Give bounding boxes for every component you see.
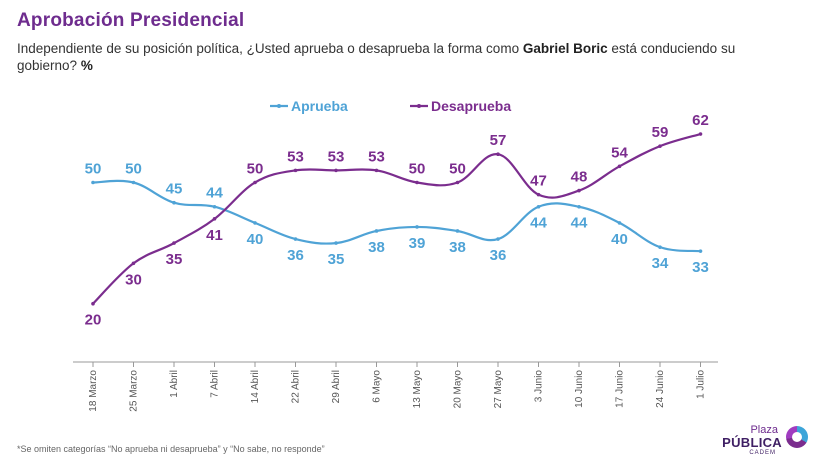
series-line-aprueba bbox=[92, 179, 701, 253]
data-label-aprueba: 50 bbox=[125, 161, 142, 178]
data-point-aprueba bbox=[617, 221, 622, 225]
data-point-aprueba bbox=[334, 241, 338, 245]
data-label-aprueba: 40 bbox=[611, 231, 628, 248]
logo-text-publica: PÚBLICA bbox=[722, 435, 782, 450]
data-point-aprueba bbox=[172, 200, 176, 205]
series-line-desaprueba bbox=[92, 132, 701, 305]
data-point-desaprueba bbox=[334, 168, 338, 173]
legend-label-aprueba: Aprueba bbox=[291, 98, 348, 114]
x-tick-label: 17 Junio bbox=[615, 370, 626, 408]
data-point-desaprueba bbox=[536, 192, 541, 197]
x-tick-label: 25 Marzo bbox=[129, 370, 140, 412]
legend-label-desaprueba: Desaprueba bbox=[431, 98, 511, 114]
data-point-desaprueba bbox=[496, 152, 500, 157]
data-point-desaprueba bbox=[415, 180, 419, 185]
subtitle-question-end: está conduciendo su gobierno? bbox=[17, 41, 736, 73]
legend-marker-aprueba bbox=[277, 104, 281, 108]
data-label-aprueba: 38 bbox=[368, 239, 385, 256]
data-label-aprueba: 44 bbox=[530, 215, 547, 232]
data-point-aprueba bbox=[374, 229, 379, 233]
data-label-desaprueba: 50 bbox=[409, 161, 426, 178]
data-label-desaprueba: 54 bbox=[611, 144, 628, 161]
data-label-desaprueba: 53 bbox=[287, 148, 304, 165]
approval-line-chart: 18 Marzo 25 Marzo 1 Abril 7 Abril 14 Abril 22… bbox=[73, 98, 718, 412]
data-label-aprueba: 44 bbox=[206, 185, 223, 202]
x-tick-label: 29 Abril bbox=[331, 370, 342, 403]
data-label-aprueba: 35 bbox=[328, 251, 345, 268]
data-label-aprueba: 40 bbox=[247, 231, 264, 248]
data-point-desaprueba bbox=[698, 132, 703, 136]
data-label-aprueba: 38 bbox=[449, 239, 466, 256]
data-label-desaprueba: 20 bbox=[85, 312, 102, 329]
data-label-aprueba: 39 bbox=[409, 235, 426, 252]
data-point-desaprueba bbox=[212, 217, 217, 221]
x-tick-label: 3 Junio bbox=[534, 370, 545, 403]
x-tick-label: 24 Junio bbox=[655, 370, 666, 408]
data-label-aprueba: 34 bbox=[652, 255, 669, 272]
legend-marker-desaprueba bbox=[417, 104, 421, 108]
data-label-desaprueba: 57 bbox=[490, 132, 507, 149]
data-point-aprueba bbox=[293, 237, 298, 241]
data-label-desaprueba: 53 bbox=[368, 148, 385, 165]
data-label-desaprueba: 47 bbox=[530, 173, 547, 190]
x-tick-label: 20 Mayo bbox=[453, 370, 464, 409]
subtitle-president-name: Gabriel Boric bbox=[522, 41, 608, 56]
data-point-desaprueba bbox=[455, 180, 460, 185]
data-label-desaprueba: 48 bbox=[571, 169, 588, 186]
data-point-aprueba bbox=[577, 204, 581, 209]
x-tick-label: 22 Abril bbox=[291, 370, 302, 403]
data-point-desaprueba bbox=[577, 188, 581, 193]
x-tick-label: 7 Abril bbox=[210, 370, 221, 398]
x-tick-label: 14 Abril bbox=[250, 370, 261, 403]
chart-subtitle: Independiente de su posición política, ¿… bbox=[17, 40, 797, 74]
data-point-desaprueba bbox=[131, 261, 136, 266]
data-point-desaprueba bbox=[658, 144, 662, 148]
page-title: Aprobación Presidencial bbox=[17, 10, 245, 31]
data-point-aprueba bbox=[496, 237, 500, 241]
x-tick-label: 10 Junio bbox=[574, 370, 585, 408]
data-point-aprueba bbox=[131, 180, 136, 185]
data-label-desaprueba: 30 bbox=[125, 271, 142, 288]
data-point-aprueba bbox=[455, 229, 460, 233]
data-label-desaprueba: 53 bbox=[328, 148, 345, 165]
plaza-publica-cadem-logo: Plaza PÚBLICA CADEM bbox=[722, 420, 812, 464]
data-label-aprueba: 44 bbox=[571, 215, 588, 232]
data-label-aprueba: 36 bbox=[490, 247, 507, 264]
data-label-aprueba: 36 bbox=[287, 247, 304, 264]
logo-text-plaza: Plaza bbox=[750, 424, 778, 436]
x-tick-label: 27 Mayo bbox=[493, 370, 504, 409]
data-label-desaprueba: 59 bbox=[652, 124, 669, 141]
footnote: *Se omiten categorías “No aprueba ni des… bbox=[17, 444, 325, 454]
data-label-desaprueba: 35 bbox=[166, 251, 183, 268]
data-label-desaprueba: 41 bbox=[206, 227, 223, 244]
x-tick-label: 6 Mayo bbox=[372, 370, 383, 403]
data-label-desaprueba: 62 bbox=[692, 112, 709, 129]
data-point-desaprueba bbox=[91, 301, 95, 306]
data-point-desaprueba bbox=[617, 164, 622, 169]
data-point-aprueba bbox=[536, 204, 541, 209]
data-point-desaprueba bbox=[374, 168, 379, 173]
data-label-desaprueba: 50 bbox=[247, 161, 264, 178]
data-label-aprueba: 33 bbox=[692, 259, 709, 276]
logo-text-cadem: CADEM bbox=[749, 450, 776, 456]
data-point-aprueba bbox=[253, 221, 257, 225]
x-tick-label: 1 Abril bbox=[169, 370, 180, 398]
data-point-desaprueba bbox=[253, 180, 257, 185]
data-label-desaprueba: 50 bbox=[449, 161, 466, 178]
data-point-aprueba bbox=[658, 245, 662, 249]
data-point-desaprueba bbox=[293, 168, 298, 173]
x-tick-label: 13 Mayo bbox=[412, 370, 423, 409]
data-point-aprueba bbox=[698, 249, 703, 253]
data-point-desaprueba bbox=[172, 241, 176, 245]
data-point-aprueba bbox=[91, 180, 95, 185]
data-label-aprueba: 45 bbox=[166, 181, 183, 198]
data-point-aprueba bbox=[415, 225, 419, 229]
data-label-aprueba: 50 bbox=[85, 161, 102, 178]
subtitle-unit: % bbox=[80, 58, 93, 73]
subtitle-question: Independiente de su posición política, ¿… bbox=[17, 41, 523, 56]
x-tick-label: 18 Marzo bbox=[88, 370, 99, 412]
logo-mark-icon bbox=[786, 426, 808, 448]
x-tick-label: 1 Julio bbox=[696, 370, 707, 399]
data-point-aprueba bbox=[212, 204, 217, 209]
